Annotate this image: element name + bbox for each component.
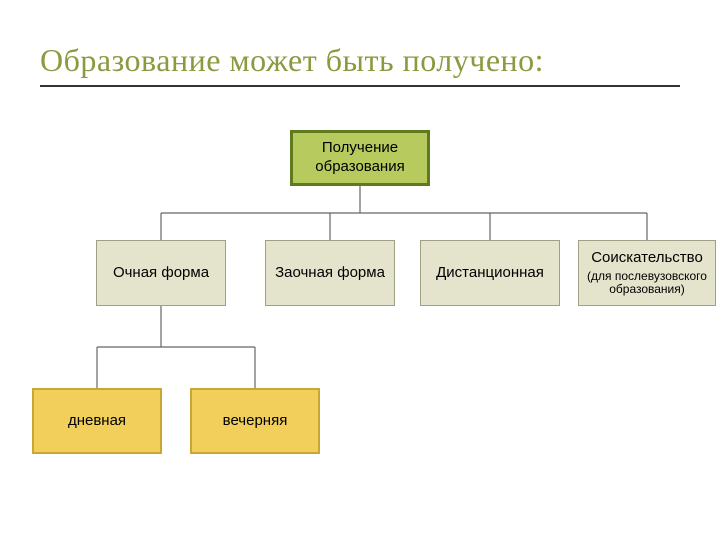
node-label: Соискательство	[591, 249, 703, 266]
node-zaochnaya: Заочная форма	[265, 240, 395, 306]
node-ochnaya: Очная форма	[96, 240, 226, 306]
node-sublabel: (для послевузовского образования)	[583, 270, 711, 298]
node-label: дневная	[68, 412, 126, 429]
node-label: Заочная форма	[275, 264, 385, 281]
node-label: Дистанционная	[436, 264, 544, 281]
node-root: Получение образования	[290, 130, 430, 186]
node-vechernyaya: вечерняя	[190, 388, 320, 454]
node-distant: Дистанционная	[420, 240, 560, 306]
node-label: Получение образования	[315, 139, 404, 175]
node-label: Очная форма	[113, 264, 209, 281]
node-soisk: Соискательство (для послевузовского образ…	[578, 240, 716, 306]
diagram-canvas: Получение образования Очная форма Заочная …	[0, 120, 720, 540]
page-title: Образование может быть получено:	[40, 42, 680, 87]
node-dnevnaya: дневная	[32, 388, 162, 454]
node-label: вечерняя	[223, 412, 288, 429]
